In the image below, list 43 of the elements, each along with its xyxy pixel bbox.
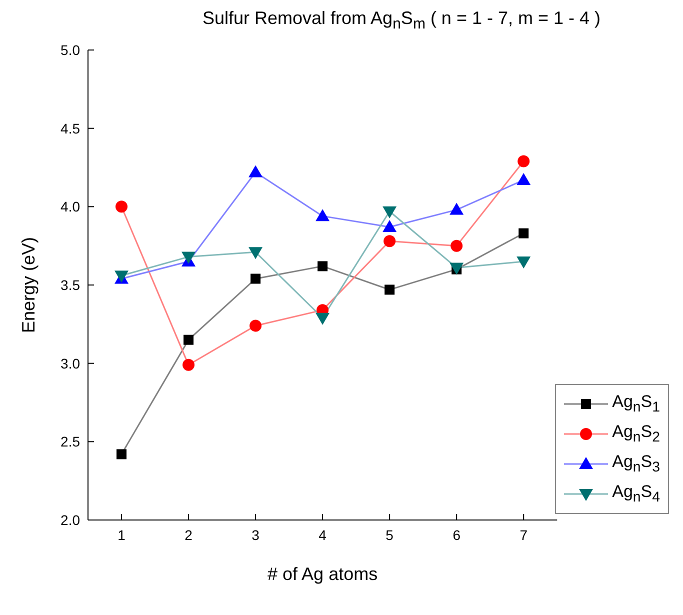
- point: [384, 235, 396, 248]
- point: [382, 206, 397, 218]
- point: [318, 261, 328, 272]
- chart-title: Sulfur Removal from Ag$_{n}$S$_{m}$ ( n = 1 - 7, m = 1 - 4 ): [202, 8, 602, 35]
- point: [516, 173, 531, 186]
- x-tick-label: 6: [452, 526, 461, 543]
- point: [182, 358, 195, 371]
- legend-label: Ag$_{n}$S$_{2}$: [612, 422, 660, 446]
- y-tick-label: 3.5: [60, 276, 80, 293]
- point: [450, 202, 464, 215]
- point: [250, 320, 262, 332]
- x-tick-label: 4: [318, 526, 327, 543]
- x-tick-label: 5: [386, 526, 394, 543]
- point: [382, 220, 397, 232]
- point: [248, 247, 263, 260]
- legend-label: Ag$_{n}$S$_{1}$: [612, 392, 660, 416]
- y-tick-label: 4.5: [60, 120, 80, 136]
- point: [384, 284, 395, 295]
- x-tick-label: 2: [184, 526, 193, 543]
- point: [518, 155, 530, 168]
- point: [450, 240, 463, 252]
- point: [316, 209, 330, 222]
- point: [184, 334, 194, 345]
- x-tick-label: 7: [520, 526, 528, 543]
- point: [518, 228, 529, 238]
- y-tick-label: 2.0: [60, 512, 80, 528]
- y-tick-label: 5.0: [60, 42, 80, 58]
- point: [116, 449, 127, 460]
- y-tick-label: 3.0: [60, 355, 80, 372]
- point: [316, 312, 330, 325]
- x-tick-label: 3: [252, 526, 260, 543]
- y-tick-label: 2.5: [60, 434, 80, 450]
- x-axis-title: # of Ag atoms: [268, 564, 378, 584]
- point: [248, 165, 263, 178]
- point: [516, 256, 531, 268]
- point: [182, 252, 196, 264]
- point: [116, 200, 128, 213]
- x-tick-label: 1: [118, 526, 126, 543]
- y-tick-label: 4.0: [60, 198, 80, 215]
- legend-label: Ag$_{n}$S$_{4}$: [612, 482, 660, 506]
- legend-label: Ag$_{n}$S$_{3}$: [612, 452, 660, 476]
- point: [250, 274, 261, 284]
- y-axis-title: Energy (eV): [18, 236, 38, 334]
